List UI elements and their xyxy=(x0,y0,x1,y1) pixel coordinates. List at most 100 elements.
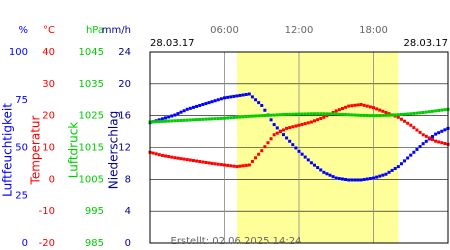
data-point-fill xyxy=(430,138,434,142)
data-point-fill xyxy=(390,113,394,117)
data-point-fill xyxy=(437,140,441,144)
data-point-fill xyxy=(254,98,258,102)
data-point-fill xyxy=(219,163,223,167)
data-point-fill xyxy=(229,116,233,120)
data-point-fill xyxy=(238,115,242,119)
data-point xyxy=(421,142,425,146)
data-point-fill xyxy=(340,112,344,116)
data-point xyxy=(260,103,264,107)
data-point-fill xyxy=(257,101,261,105)
data-point xyxy=(160,117,164,121)
data-point-fill xyxy=(387,170,391,174)
y-tick-label: 100 xyxy=(9,47,28,58)
data-point-fill xyxy=(393,113,397,117)
data-point-fill xyxy=(266,113,270,117)
data-point-fill xyxy=(337,108,341,112)
data-point-fill xyxy=(204,102,208,106)
data-point-fill xyxy=(399,112,403,116)
data-point-fill xyxy=(303,155,307,159)
data-point xyxy=(372,114,375,118)
data-point xyxy=(421,110,425,114)
y-tick-label: 1045 xyxy=(79,47,104,58)
data-point-fill xyxy=(418,145,422,149)
data-point-fill xyxy=(275,126,279,130)
data-point xyxy=(223,116,226,120)
data-point-fill xyxy=(250,159,254,163)
data-point xyxy=(396,165,400,169)
data-point xyxy=(198,160,202,164)
y-tick-label: 12 xyxy=(118,143,131,154)
data-point-fill xyxy=(328,112,332,116)
data-point xyxy=(322,115,326,119)
data-point-fill xyxy=(195,118,199,122)
data-point-fill xyxy=(325,112,329,116)
axis-unit: % xyxy=(18,25,28,36)
data-point-fill xyxy=(368,177,372,181)
data-point-fill xyxy=(263,145,267,149)
plot-frame xyxy=(149,51,449,244)
data-point-fill xyxy=(281,128,285,132)
axis-label: Niederschlag xyxy=(107,111,121,189)
data-point-fill xyxy=(216,162,220,166)
data-point-fill xyxy=(226,95,230,99)
data-point-fill xyxy=(232,164,236,168)
data-point-fill xyxy=(244,115,248,119)
data-point-fill xyxy=(188,106,192,110)
data-point xyxy=(309,120,313,124)
data-point-fill xyxy=(204,117,208,121)
data-point-fill xyxy=(353,103,357,107)
data-point-fill xyxy=(427,110,431,114)
data-point xyxy=(396,113,400,117)
data-point xyxy=(272,123,276,127)
data-point-fill xyxy=(167,119,171,123)
y-tick-label: 50 xyxy=(15,143,28,154)
data-point-fill xyxy=(316,112,320,116)
data-point-fill xyxy=(207,101,211,105)
data-point-fill xyxy=(179,118,183,122)
data-point-fill xyxy=(319,116,323,120)
y-tick-label: 985 xyxy=(85,238,104,249)
data-point-fill xyxy=(151,151,155,155)
axis-unit: mm/h xyxy=(102,25,131,36)
data-point-fill xyxy=(437,108,441,112)
data-point-fill xyxy=(204,160,208,164)
data-point-fill xyxy=(207,117,211,121)
data-point xyxy=(235,94,239,98)
data-point-fill xyxy=(300,152,304,156)
data-point-fill xyxy=(281,113,285,117)
y-tick-label: 4 xyxy=(125,206,131,217)
data-point xyxy=(359,178,363,182)
y-tick-label: 1035 xyxy=(79,79,104,90)
data-point-fill xyxy=(229,164,233,168)
data-point-fill xyxy=(257,114,261,118)
data-point-fill xyxy=(353,178,357,182)
y-tick-label: -20 xyxy=(39,238,55,249)
data-point-fill xyxy=(281,133,285,137)
data-point xyxy=(247,114,251,118)
y-tick-label: 1015 xyxy=(79,143,104,154)
data-point-fill xyxy=(213,99,217,103)
data-point-fill xyxy=(443,128,447,132)
date-left: 28.03.17 xyxy=(150,38,195,49)
data-point-fill xyxy=(319,112,323,116)
data-point xyxy=(297,112,301,116)
data-point-fill xyxy=(182,109,186,113)
data-point xyxy=(210,117,214,121)
data-point-fill xyxy=(437,131,441,135)
data-point-fill xyxy=(250,114,254,118)
data-point xyxy=(210,161,214,165)
data-point-fill xyxy=(238,164,242,168)
data-point-fill xyxy=(356,178,360,182)
data-point-fill xyxy=(424,134,428,138)
data-point-fill xyxy=(325,172,329,176)
data-point-fill xyxy=(393,167,397,171)
data-point-fill xyxy=(257,152,261,156)
data-point-fill xyxy=(381,109,385,113)
data-point-fill xyxy=(154,120,158,124)
data-point-fill xyxy=(254,114,258,118)
data-point-fill xyxy=(219,116,223,120)
data-point xyxy=(434,132,438,136)
data-point xyxy=(272,133,276,137)
data-point-fill xyxy=(378,114,382,118)
data-point-fill xyxy=(415,111,419,115)
